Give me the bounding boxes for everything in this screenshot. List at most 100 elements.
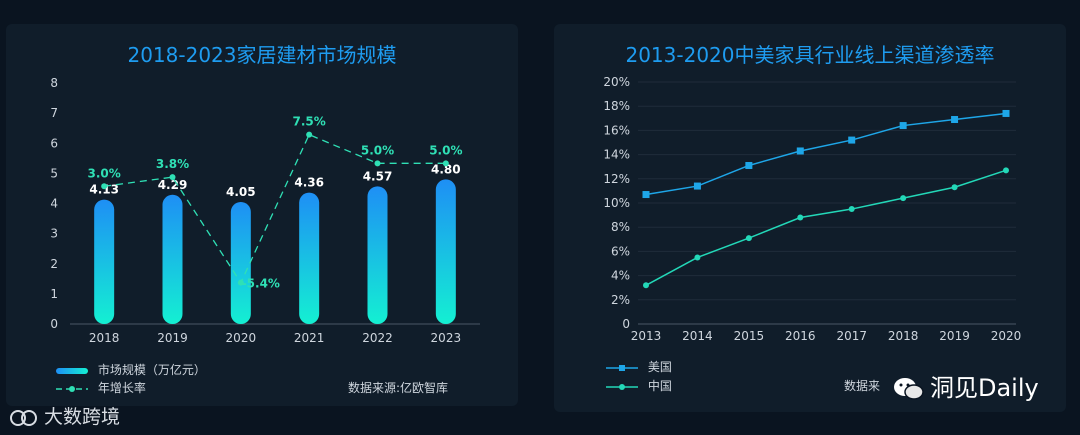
x-tick-label: 2016: [785, 329, 816, 343]
y-tick-label: 18%: [603, 99, 630, 113]
market-size-chart: 0 1 2 3 4 5 6 7 8 2018 4.13 2019 4.29 2020 4.05 2021 4.3…: [50, 76, 480, 345]
brand-logo-icon: [8, 408, 38, 428]
watermark-right: 洞见Daily: [892, 368, 1039, 403]
cn-point: [900, 195, 907, 202]
y-tick-label: 4: [50, 197, 58, 211]
growth-point: [101, 183, 108, 190]
y-tick-label: 8%: [611, 220, 630, 234]
x-tick-label: 2018: [89, 331, 120, 345]
y-tick-label: 16%: [603, 123, 630, 137]
legend-bar-swatch: [56, 367, 88, 374]
growth-point: [374, 160, 381, 167]
chart-title-2: 2013-2020中美家具行业线上渠道渗透率: [625, 43, 995, 67]
bar-value-label: 4.05: [226, 185, 256, 199]
x-tick-label: 2019: [157, 331, 188, 345]
growth-value-label: 7.5%: [293, 115, 326, 129]
us-point: [642, 191, 650, 199]
growth-value-label: -5.4%: [242, 277, 280, 291]
us-point: [848, 136, 856, 144]
us-point: [1002, 109, 1010, 117]
growth-value-label: 5.0%: [429, 143, 462, 157]
x-tick-label: 2020: [226, 331, 257, 345]
bar: [94, 199, 115, 324]
x-tick-label: 2014: [682, 329, 713, 343]
cn-point: [848, 206, 855, 213]
growth-point: [169, 174, 176, 181]
x-tick-label: 2018: [888, 329, 919, 343]
legend-bar: 市场规模（万亿元）: [56, 361, 206, 378]
chart-title: 2018-2023家居建材市场规模: [127, 43, 397, 67]
bar: [230, 201, 251, 324]
y-tick-label: 3: [50, 227, 58, 241]
x-tick-label: 2015: [734, 329, 765, 343]
us-point: [745, 161, 753, 169]
bar-value-label: 4.80: [431, 162, 461, 176]
legend-cn-swatch: [606, 383, 638, 390]
cn-point: [1003, 167, 1009, 174]
penetration-panel: 2013-2020中美家具行业线上渠道渗透率 0 2% 4% 6% 8% 10% 12% 14…: [554, 24, 1066, 412]
y-tick-label: 20%: [603, 75, 630, 89]
y-tick-label: 5: [50, 166, 58, 180]
cn-line: [645, 169, 1007, 286]
y-tick-label: 0: [622, 317, 630, 331]
x-tick-label: 2019: [939, 329, 970, 343]
growth-point: [306, 131, 313, 138]
bar: [367, 186, 388, 324]
growth-point: [442, 160, 449, 167]
us-line: [645, 112, 1007, 196]
x-tick-label: 2022: [362, 331, 393, 345]
us-point: [693, 182, 701, 190]
source-note-2: 数据来: [844, 379, 881, 393]
wechat-icon: [892, 375, 926, 403]
legend-cn-label: 中国: [647, 379, 672, 393]
cn-point: [745, 235, 752, 242]
legend-growth: 年增长率: [56, 379, 146, 396]
market-size-panel: 2018-2023家居建材市场规模 0 1 2 3 4 5 6 7 8 2018 4.13 2019 4…: [6, 24, 518, 406]
y-tick-label: 6%: [611, 244, 630, 258]
x-tick-label: 2017: [836, 329, 867, 343]
bar-value-label: 4.29: [158, 178, 188, 192]
legend-us-swatch: [606, 364, 638, 371]
bar-value-label: 4.36: [294, 176, 324, 190]
source-note: 数据来源:亿欧智库: [348, 381, 449, 395]
y-tick-label: 7: [50, 106, 58, 120]
growth-value-label: 3.0%: [88, 166, 121, 180]
bar: [162, 194, 183, 324]
watermark-left: 大数跨境: [8, 402, 120, 429]
x-tick-label: 2021: [294, 331, 325, 345]
y-tick-label: 6: [50, 136, 58, 150]
growth-value-label: 3.8%: [156, 157, 189, 171]
y-tick-label: 10%: [603, 196, 630, 210]
cn-point: [951, 184, 958, 191]
growth-line: [104, 133, 446, 285]
growth-value-label: 5.0%: [361, 143, 394, 157]
us-point: [796, 147, 804, 155]
y-tick-label: 12%: [603, 172, 630, 186]
legend-cn: 中国: [606, 377, 672, 394]
y-tick-label: 2: [50, 257, 58, 271]
bar: [299, 192, 320, 324]
y-tick-label: 8: [50, 76, 58, 90]
us-point: [899, 122, 907, 130]
bar-value-label: 4.13: [89, 183, 119, 197]
cn-point: [797, 214, 804, 221]
cn-point: [643, 282, 649, 289]
watermark-left-text: 大数跨境: [44, 406, 121, 428]
x-tick-label: 2020: [991, 329, 1022, 343]
legend-us-label: 美国: [647, 360, 672, 374]
cn-point: [694, 254, 701, 261]
y-tick-label: 14%: [603, 148, 630, 162]
x-tick-label: 2023: [431, 331, 462, 345]
legend-growth-swatch: [56, 385, 88, 392]
bar-value-label: 4.57: [363, 169, 393, 183]
watermark-right-text: 洞见Daily: [930, 374, 1039, 402]
y-tick-label: 4%: [611, 269, 630, 283]
legend-us: 美国: [606, 358, 672, 375]
us-point: [951, 116, 959, 124]
bar: [435, 179, 456, 324]
penetration-chart: 0 2% 4% 6% 8% 10% 12% 14% 16% 18% 20% 2013 2014 2015 2…: [603, 75, 1022, 343]
growth-point: [237, 279, 244, 286]
legend-bar-label: 市场规模（万亿元）: [97, 363, 206, 377]
x-tick-label: 2013: [631, 329, 662, 343]
y-tick-label: 2%: [611, 293, 630, 307]
